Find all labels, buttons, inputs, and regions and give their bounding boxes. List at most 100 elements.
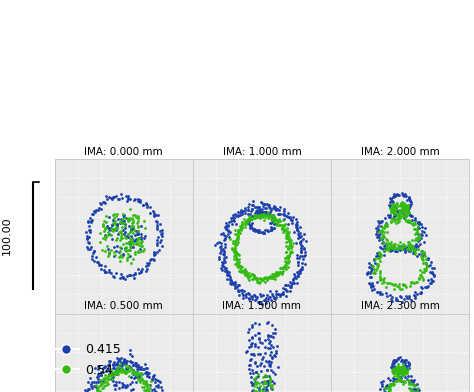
- Point: [424, 255, 432, 261]
- Point: [273, 349, 280, 356]
- Point: [419, 274, 426, 280]
- Point: [390, 203, 398, 209]
- Point: [266, 363, 273, 369]
- Point: [109, 194, 117, 200]
- Point: [145, 261, 152, 268]
- Point: [407, 377, 415, 383]
- Point: [94, 366, 102, 372]
- Point: [155, 247, 163, 253]
- Point: [134, 235, 142, 241]
- Point: [128, 224, 135, 230]
- Point: [280, 264, 287, 270]
- Point: [118, 365, 126, 371]
- Point: [145, 382, 153, 388]
- Point: [413, 229, 420, 235]
- Point: [406, 247, 414, 253]
- Point: [255, 276, 262, 283]
- Point: [250, 383, 257, 390]
- Point: [393, 367, 401, 373]
- Point: [129, 212, 137, 218]
- Point: [420, 269, 428, 276]
- Point: [374, 254, 382, 260]
- Point: [154, 249, 161, 255]
- Point: [118, 384, 126, 390]
- Point: [391, 357, 398, 363]
- Point: [280, 285, 287, 292]
- Point: [258, 276, 266, 282]
- Point: [231, 250, 238, 257]
- Point: [246, 391, 253, 392]
- Point: [403, 370, 410, 376]
- Point: [125, 272, 132, 279]
- Point: [256, 208, 264, 214]
- Point: [233, 256, 241, 262]
- Point: [264, 209, 272, 215]
- Point: [258, 206, 265, 212]
- Point: [151, 371, 158, 377]
- Point: [397, 367, 405, 374]
- Point: [376, 277, 383, 283]
- Point: [390, 243, 397, 249]
- Point: [428, 278, 436, 284]
- Point: [231, 227, 239, 233]
- Point: [382, 242, 389, 249]
- Point: [255, 227, 262, 233]
- Point: [389, 194, 396, 201]
- Point: [373, 250, 381, 256]
- Point: [262, 300, 270, 307]
- Point: [390, 212, 398, 219]
- Point: [234, 251, 242, 258]
- Point: [131, 196, 139, 202]
- Point: [271, 330, 279, 336]
- Point: [258, 379, 265, 385]
- Point: [266, 212, 274, 218]
- Point: [101, 225, 109, 231]
- Point: [388, 368, 395, 374]
- Point: [248, 335, 255, 341]
- Point: [264, 211, 271, 218]
- Point: [395, 281, 403, 287]
- Point: [112, 213, 119, 220]
- Point: [237, 230, 244, 236]
- Point: [131, 370, 138, 376]
- Point: [402, 365, 410, 372]
- Point: [254, 210, 262, 216]
- Point: [120, 231, 128, 237]
- Point: [271, 225, 278, 232]
- Point: [391, 213, 398, 220]
- Point: [383, 221, 390, 227]
- Point: [391, 381, 398, 387]
- Point: [410, 243, 418, 249]
- Point: [414, 238, 421, 244]
- Point: [245, 216, 252, 222]
- Point: [265, 358, 273, 365]
- Point: [221, 235, 229, 241]
- Point: [289, 214, 297, 221]
- Point: [254, 371, 262, 377]
- Point: [122, 215, 130, 221]
- Point: [292, 223, 300, 230]
- Point: [399, 202, 407, 209]
- Point: [127, 381, 134, 387]
- Point: [398, 364, 405, 370]
- Point: [127, 365, 135, 371]
- Point: [281, 221, 289, 227]
- Point: [252, 388, 259, 392]
- Point: [105, 249, 112, 256]
- Point: [129, 385, 137, 392]
- Point: [390, 370, 397, 376]
- Point: [112, 237, 120, 243]
- Point: [406, 247, 414, 253]
- Point: [114, 365, 122, 371]
- Point: [246, 223, 254, 230]
- Point: [415, 276, 423, 282]
- Point: [131, 271, 138, 278]
- Point: [418, 283, 425, 290]
- Point: [146, 382, 154, 388]
- Point: [401, 365, 409, 372]
- Point: [402, 365, 410, 372]
- Point: [230, 248, 238, 254]
- Point: [109, 371, 116, 377]
- Point: [221, 244, 228, 250]
- Point: [386, 214, 393, 220]
